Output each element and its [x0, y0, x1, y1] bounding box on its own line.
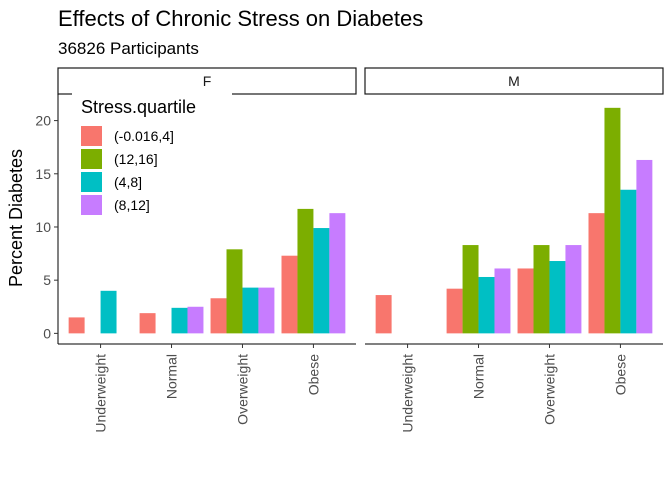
bar-M-obese-2: [620, 189, 637, 334]
bar-F-overweight-2: [242, 287, 259, 334]
legend-label: (-0.016,4]: [114, 128, 174, 144]
bar-M-normal-1: [462, 245, 479, 334]
y-tick-label: 15: [35, 166, 51, 182]
x-tick-label: Underweight: [400, 354, 416, 433]
legend-swatch: [81, 126, 102, 146]
facet-panels: F 0 5 10 15 20 Underweight Normal Overweight Obes…: [35, 67, 664, 433]
bar-F-obese-1: [297, 208, 314, 334]
y-tick-label: 5: [43, 272, 51, 288]
bar-F-normal-0: [139, 313, 156, 334]
facet-strip-label: M: [508, 73, 520, 89]
y-tick-label: 10: [35, 219, 51, 235]
bar-M-normal-0: [446, 288, 463, 334]
facet-strip: [57, 67, 357, 95]
bar-M-obese-3: [636, 159, 653, 334]
bar-F-obese-2: [313, 228, 330, 334]
bar-F-underweight-2: [100, 290, 117, 334]
x-tick-label: Overweight: [234, 354, 250, 425]
bar-M-obese-0: [588, 213, 605, 334]
legend-swatch: [81, 172, 102, 192]
x-tick-label: Normal: [471, 354, 487, 399]
bar-F-overweight-3: [258, 287, 275, 334]
legend-label: (4,8]: [114, 174, 142, 190]
facet-panel-F: F 0 5 10 15 20 Underweight Normal Overweight Obes…: [35, 67, 357, 433]
bar-M-normal-2: [478, 276, 495, 334]
x-tick-label: Obese: [612, 354, 628, 395]
legend-label: (12,16]: [114, 151, 158, 167]
bar-F-obese-3: [329, 213, 346, 334]
bar-F-obese-0: [281, 255, 298, 334]
chart-title: Effects of Chronic Stress on Diabetes: [58, 6, 423, 31]
y-tick-label: 20: [35, 113, 51, 129]
facet-panel-M: M Underweight Normal Overweight Obese: [364, 67, 664, 433]
x-tick-label: Overweight: [541, 354, 557, 425]
legend: Stress.quartile (-0.016,4] (12,16] (4,8] (8…: [72, 92, 232, 222]
facet-strip: [364, 67, 664, 95]
x-tick-label: Obese: [305, 354, 321, 395]
legend-label: (8,12]: [114, 197, 150, 213]
bar-M-overweight-3: [565, 245, 582, 334]
bar-M-obese-1: [604, 107, 621, 334]
bar-M-overweight-2: [549, 261, 566, 334]
legend-items: (-0.016,4] (12,16] (4,8] (8,12]: [81, 126, 174, 215]
bar-F-overweight-1: [226, 249, 243, 334]
bar-F-normal-2: [171, 307, 188, 334]
bar-M-normal-3: [494, 268, 511, 334]
bar-M-overweight-1: [533, 245, 550, 334]
x-tick-label: Normal: [164, 354, 180, 399]
bar-M-overweight-0: [517, 268, 534, 334]
legend-swatch: [81, 195, 102, 215]
legend-title: Stress.quartile: [81, 97, 196, 117]
bar-F-overweight-0: [210, 298, 227, 334]
x-tick-label: Underweight: [93, 354, 109, 433]
y-axis-label: Percent Diabetes: [6, 149, 26, 287]
bar-M-underweight-0: [375, 295, 392, 334]
legend-swatch: [81, 149, 102, 169]
y-tick-label: 0: [43, 325, 51, 341]
bar-F-normal-3: [187, 306, 204, 334]
bar-F-underweight-0: [68, 317, 85, 334]
chart-subtitle: 36826 Participants: [58, 39, 199, 58]
facet-strip-label: F: [203, 73, 212, 89]
